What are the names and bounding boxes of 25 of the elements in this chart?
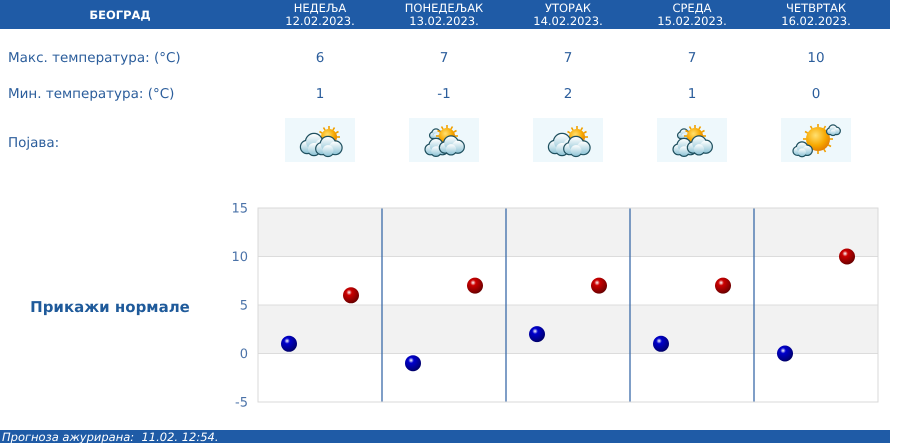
data-label: 0	[812, 86, 820, 102]
text: НЕДЕЉА 12.02.2023.	[285, 1, 355, 28]
text: БЕОГРАД	[89, 8, 151, 22]
y-tick-label: 5	[240, 298, 248, 314]
data-label: 7	[688, 50, 696, 66]
text: Макс. температура: (°C)	[8, 50, 181, 66]
text: УТОРАК 14.02.2023.	[533, 1, 603, 28]
text: ПОНЕДЕЉАК 13.02.2023.	[404, 1, 484, 28]
data-label: 2	[564, 86, 572, 102]
data-label: 10	[807, 50, 825, 66]
data-label: 6	[316, 50, 324, 66]
text: Мин. температура: (°C)	[8, 86, 174, 102]
data-label: 7	[440, 50, 448, 66]
y-tick-label: 15	[231, 202, 248, 217]
text: СРЕДА 15.02.2023.	[657, 1, 727, 28]
text: Појава:	[8, 135, 60, 151]
text: Прикажи нормале	[30, 298, 190, 316]
y-tick-label: 0	[240, 347, 248, 362]
data-label: 7	[564, 50, 572, 66]
y-tick-label: -5	[235, 396, 248, 411]
text: ЧЕТВРТАК 16.02.2023.	[781, 1, 851, 28]
data-label: 1	[688, 86, 696, 102]
data-label: -1	[437, 86, 451, 102]
data-label: 1	[316, 86, 324, 102]
y-tick-label: 10	[231, 250, 248, 266]
